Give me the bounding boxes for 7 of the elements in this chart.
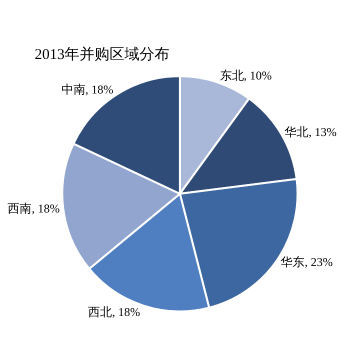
slice-label: 西南, 18% xyxy=(8,202,60,216)
slice-label: 中南, 18% xyxy=(61,82,114,96)
slice-label: 东北, 10% xyxy=(220,68,272,83)
slice-label: 西北, 18% xyxy=(88,304,140,319)
slice-label: 华北, 13% xyxy=(284,125,337,140)
chart-title: 2013年并购区域分布 xyxy=(34,46,170,63)
slice-label: 华东, 23% xyxy=(280,255,333,270)
